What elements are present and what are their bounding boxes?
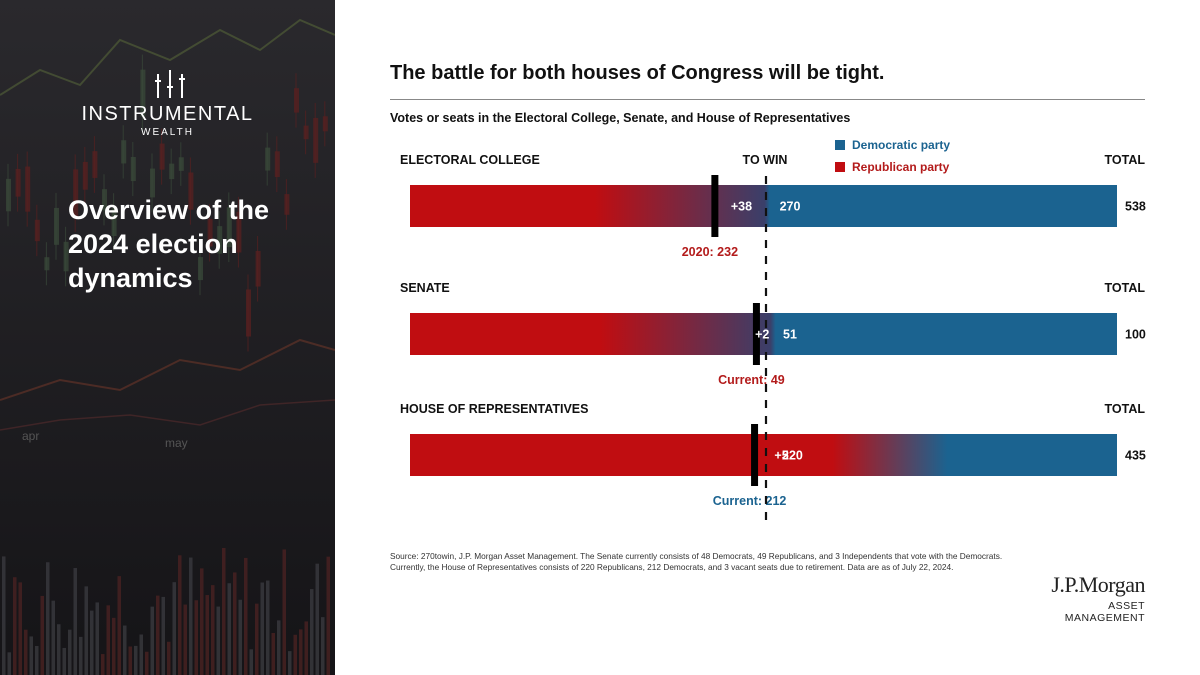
- legend-item-democratic: Democratic party: [835, 135, 950, 155]
- total-value: 100: [1125, 328, 1146, 342]
- legend-label-democratic: Democratic party: [852, 138, 951, 152]
- current-marker: [711, 175, 719, 237]
- marker-label: Current: 212: [713, 494, 787, 508]
- background-volume-bars: [2, 547, 330, 675]
- row-label: ELECTORAL COLLEGE: [400, 153, 540, 167]
- total-value: 538: [1125, 200, 1146, 214]
- to-win-value: 51: [783, 328, 797, 342]
- legend: Democratic party Republican party: [835, 135, 950, 179]
- legend-label-republican: Republican party: [852, 160, 950, 174]
- brand-name: INSTRUMENTAL: [81, 103, 254, 125]
- to-win-value: 270: [780, 200, 801, 214]
- total-header: TOTAL: [1104, 153, 1145, 167]
- jpmorgan-logo: J.P.Morgan ASSET MANAGEMENT: [1030, 572, 1145, 624]
- legend-item-republican: Republican party: [835, 157, 950, 177]
- gap-value: +38: [731, 200, 752, 214]
- background-stock-chart: apr may: [0, 0, 335, 675]
- to-win-value: 220: [782, 449, 803, 463]
- to-win-header: TO WIN: [743, 153, 788, 167]
- source-note: Source: 270towin, J.P. Morgan Asset Mana…: [390, 551, 1003, 572]
- marker-label: Current: 49: [718, 373, 785, 387]
- gap-value: +5: [774, 449, 788, 463]
- congress-bar-chart: TO WIN ELECTORAL COLLEGE TOTAL 538 2020: 232…: [400, 153, 1146, 520]
- bar: [410, 185, 1117, 227]
- slide-title-line-2: 2024 election: [68, 229, 238, 259]
- bar: [410, 313, 1117, 355]
- total-header: TOTAL: [1104, 281, 1145, 295]
- background-candles: [6, 54, 328, 352]
- chart-panel: The battle for both houses of Congress w…: [335, 0, 1200, 675]
- bar: [410, 434, 1117, 476]
- headline: The battle for both houses of Congress w…: [390, 62, 885, 84]
- total-value: 435: [1125, 449, 1146, 463]
- gap-value: +2: [755, 328, 769, 342]
- current-marker: [751, 424, 759, 486]
- legend-swatch-democratic: [835, 140, 845, 150]
- jpmorgan-logo-sub: ASSET MANAGEMENT: [1064, 600, 1145, 624]
- marker-label: 2020: 232: [682, 245, 738, 259]
- left-panel: apr may INSTRUMENTAL WEALTH Overview of …: [0, 0, 335, 675]
- current-marker: [752, 303, 760, 365]
- bg-label-apr: apr: [22, 429, 39, 443]
- brand-logo-icon: [155, 70, 185, 98]
- slide-title-line-1: Overview of the: [68, 195, 270, 225]
- slide-title: Overview of the 2024 election dynamics: [68, 193, 318, 295]
- row-label: HOUSE OF REPRESENTATIVES: [400, 402, 588, 416]
- slide-title-line-3: dynamics: [68, 263, 193, 293]
- row-label: SENATE: [400, 281, 450, 295]
- jpmorgan-logo-name: J.P.Morgan: [1051, 572, 1145, 597]
- divider: [390, 99, 1145, 100]
- legend-swatch-republican: [835, 162, 845, 172]
- brand-subtitle: WEALTH: [141, 127, 194, 138]
- bg-label-may: may: [165, 436, 188, 450]
- total-header: TOTAL: [1104, 402, 1145, 416]
- chart-subheading: Votes or seats in the Electoral College,…: [390, 111, 851, 125]
